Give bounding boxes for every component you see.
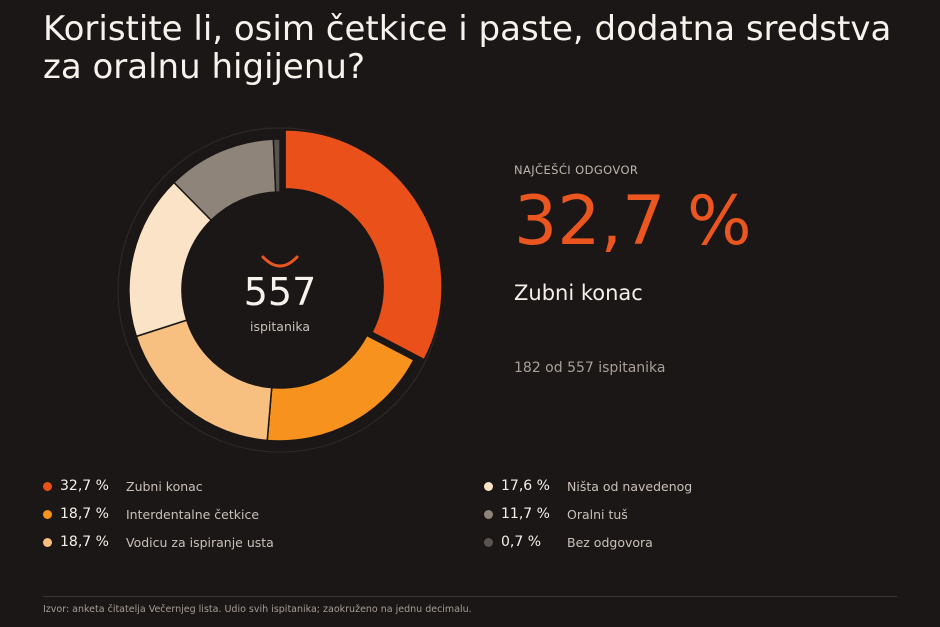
legend-swatch bbox=[43, 509, 52, 519]
highlight-panel: NAJČEŠĆI ODGOVOR 32,7 % Zubni konac 182 … bbox=[514, 163, 914, 376]
legend-column-2: 17,6 % Ništa od navedenog 11,7 % Oralni … bbox=[484, 472, 692, 556]
highlight-percent: 32,7 % bbox=[514, 182, 752, 261]
legend-label: Vodicu za ispiranje usta bbox=[126, 534, 274, 550]
legend-item: 17,6 % Ništa od navedenog bbox=[484, 472, 692, 500]
center-label: ispitanika bbox=[250, 319, 310, 334]
legend-label: Ništa od navedenog bbox=[567, 478, 693, 494]
legend-label: Oralni tuš bbox=[567, 506, 628, 522]
legend-swatch bbox=[484, 537, 493, 547]
legend-item: 18,7 % Interdentalne četkice bbox=[43, 500, 274, 528]
title-line-2: za oralnu higijenu? bbox=[43, 47, 365, 87]
legend-label: Interdentalne četkice bbox=[126, 506, 260, 522]
legend-swatch bbox=[484, 481, 493, 491]
legend-percent: 17,6 % bbox=[501, 478, 550, 494]
chart-title: Koristite li, osim četkice i paste, doda… bbox=[43, 10, 913, 86]
legend-percent: 18,7 % bbox=[60, 506, 109, 522]
smile-icon bbox=[261, 255, 299, 268]
legend-item: 32,7 % Zubni konac bbox=[43, 472, 274, 500]
legend-percent: 32,7 % bbox=[60, 478, 109, 494]
highlight-count: 182 od 557 ispitanika bbox=[514, 360, 666, 376]
legend-label: Zubni konac bbox=[126, 478, 203, 494]
center-total: 557 bbox=[244, 270, 317, 314]
highlight-kicker: NAJČEŠĆI ODGOVOR bbox=[514, 163, 639, 177]
source-note: Izvor: anketa čitatelja Večernjeg lista.… bbox=[43, 604, 472, 615]
title-line-1: Koristite li, osim četkice i paste, doda… bbox=[43, 9, 892, 49]
legend-item: 11,7 % Oralni tuš bbox=[484, 500, 692, 528]
donut-slice-2 bbox=[266, 334, 415, 442]
legend-item: 0,7 % Bez odgovora bbox=[484, 528, 692, 556]
donut-slice-6 bbox=[272, 138, 281, 193]
legend-percent: 11,7 % bbox=[501, 506, 550, 522]
highlight-answer: Zubni konac bbox=[514, 281, 643, 305]
donut-slice-1 bbox=[284, 129, 443, 361]
donut-chart: 557 ispitanika bbox=[117, 127, 443, 453]
legend-swatch bbox=[43, 537, 52, 547]
legend-swatch bbox=[484, 509, 493, 519]
legend-percent: 18,7 % bbox=[60, 534, 109, 550]
legend-label: Bez odgovora bbox=[567, 534, 653, 550]
legend-item: 18,7 % Vodicu za ispiranje usta bbox=[43, 528, 274, 556]
footer-divider bbox=[43, 596, 897, 597]
legend-percent: 0,7 % bbox=[501, 534, 542, 550]
donut-slice-3 bbox=[135, 319, 273, 442]
legend-swatch bbox=[43, 481, 52, 491]
legend-column-1: 32,7 % Zubni konac 18,7 % Interdentalne … bbox=[43, 472, 274, 556]
